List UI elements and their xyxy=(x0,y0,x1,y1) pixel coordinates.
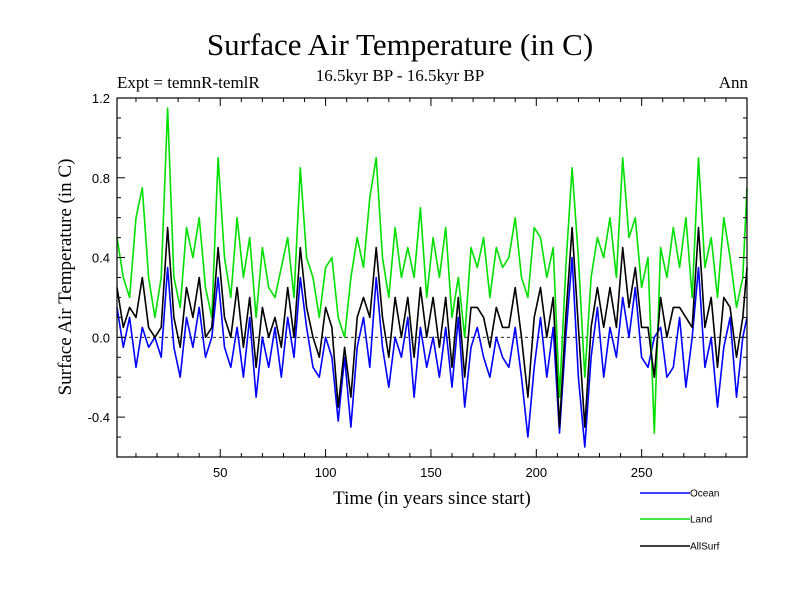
y-tick-label: -0.4 xyxy=(88,410,110,425)
y-tick-label: 1.2 xyxy=(92,91,110,106)
legend-label-ocean: Ocean xyxy=(690,489,719,500)
chart-title: Surface Air Temperature (in C) xyxy=(206,27,594,62)
y-axis-title: Surface Air Temperature (in C) xyxy=(55,159,76,396)
legend: Ocean Land AllSurf xyxy=(640,489,720,553)
y-tick-label: 0.0 xyxy=(92,330,110,345)
y-tick-label: 0.8 xyxy=(92,171,110,186)
x-tick-label: 50 xyxy=(213,465,227,480)
season-label: Ann xyxy=(718,73,748,92)
x-tick-label: 200 xyxy=(525,465,547,480)
period-label: 16.5kyr BP - 16.5kyr BP xyxy=(315,66,485,85)
series-line-land xyxy=(116,107,748,434)
series-line-ocean xyxy=(116,256,748,448)
series-layer xyxy=(116,107,748,448)
x-tick-label: 100 xyxy=(315,465,337,480)
legend-label-allsurf: AllSurf xyxy=(690,542,720,553)
y-tick-label: 0.4 xyxy=(92,251,110,266)
axis-ticks: 50 100 150 200 250 1.2 0.8 0.4 0.0 -0.4 xyxy=(88,91,747,480)
series-line-allsurf xyxy=(116,226,748,428)
x-tick-label: 150 xyxy=(420,465,442,480)
x-tick-label: 250 xyxy=(631,465,653,480)
legend-label-land: Land xyxy=(690,515,712,526)
experiment-label: Expt = temnR-temlR xyxy=(117,73,260,92)
x-axis-title: Time (in years since start) xyxy=(333,488,531,509)
